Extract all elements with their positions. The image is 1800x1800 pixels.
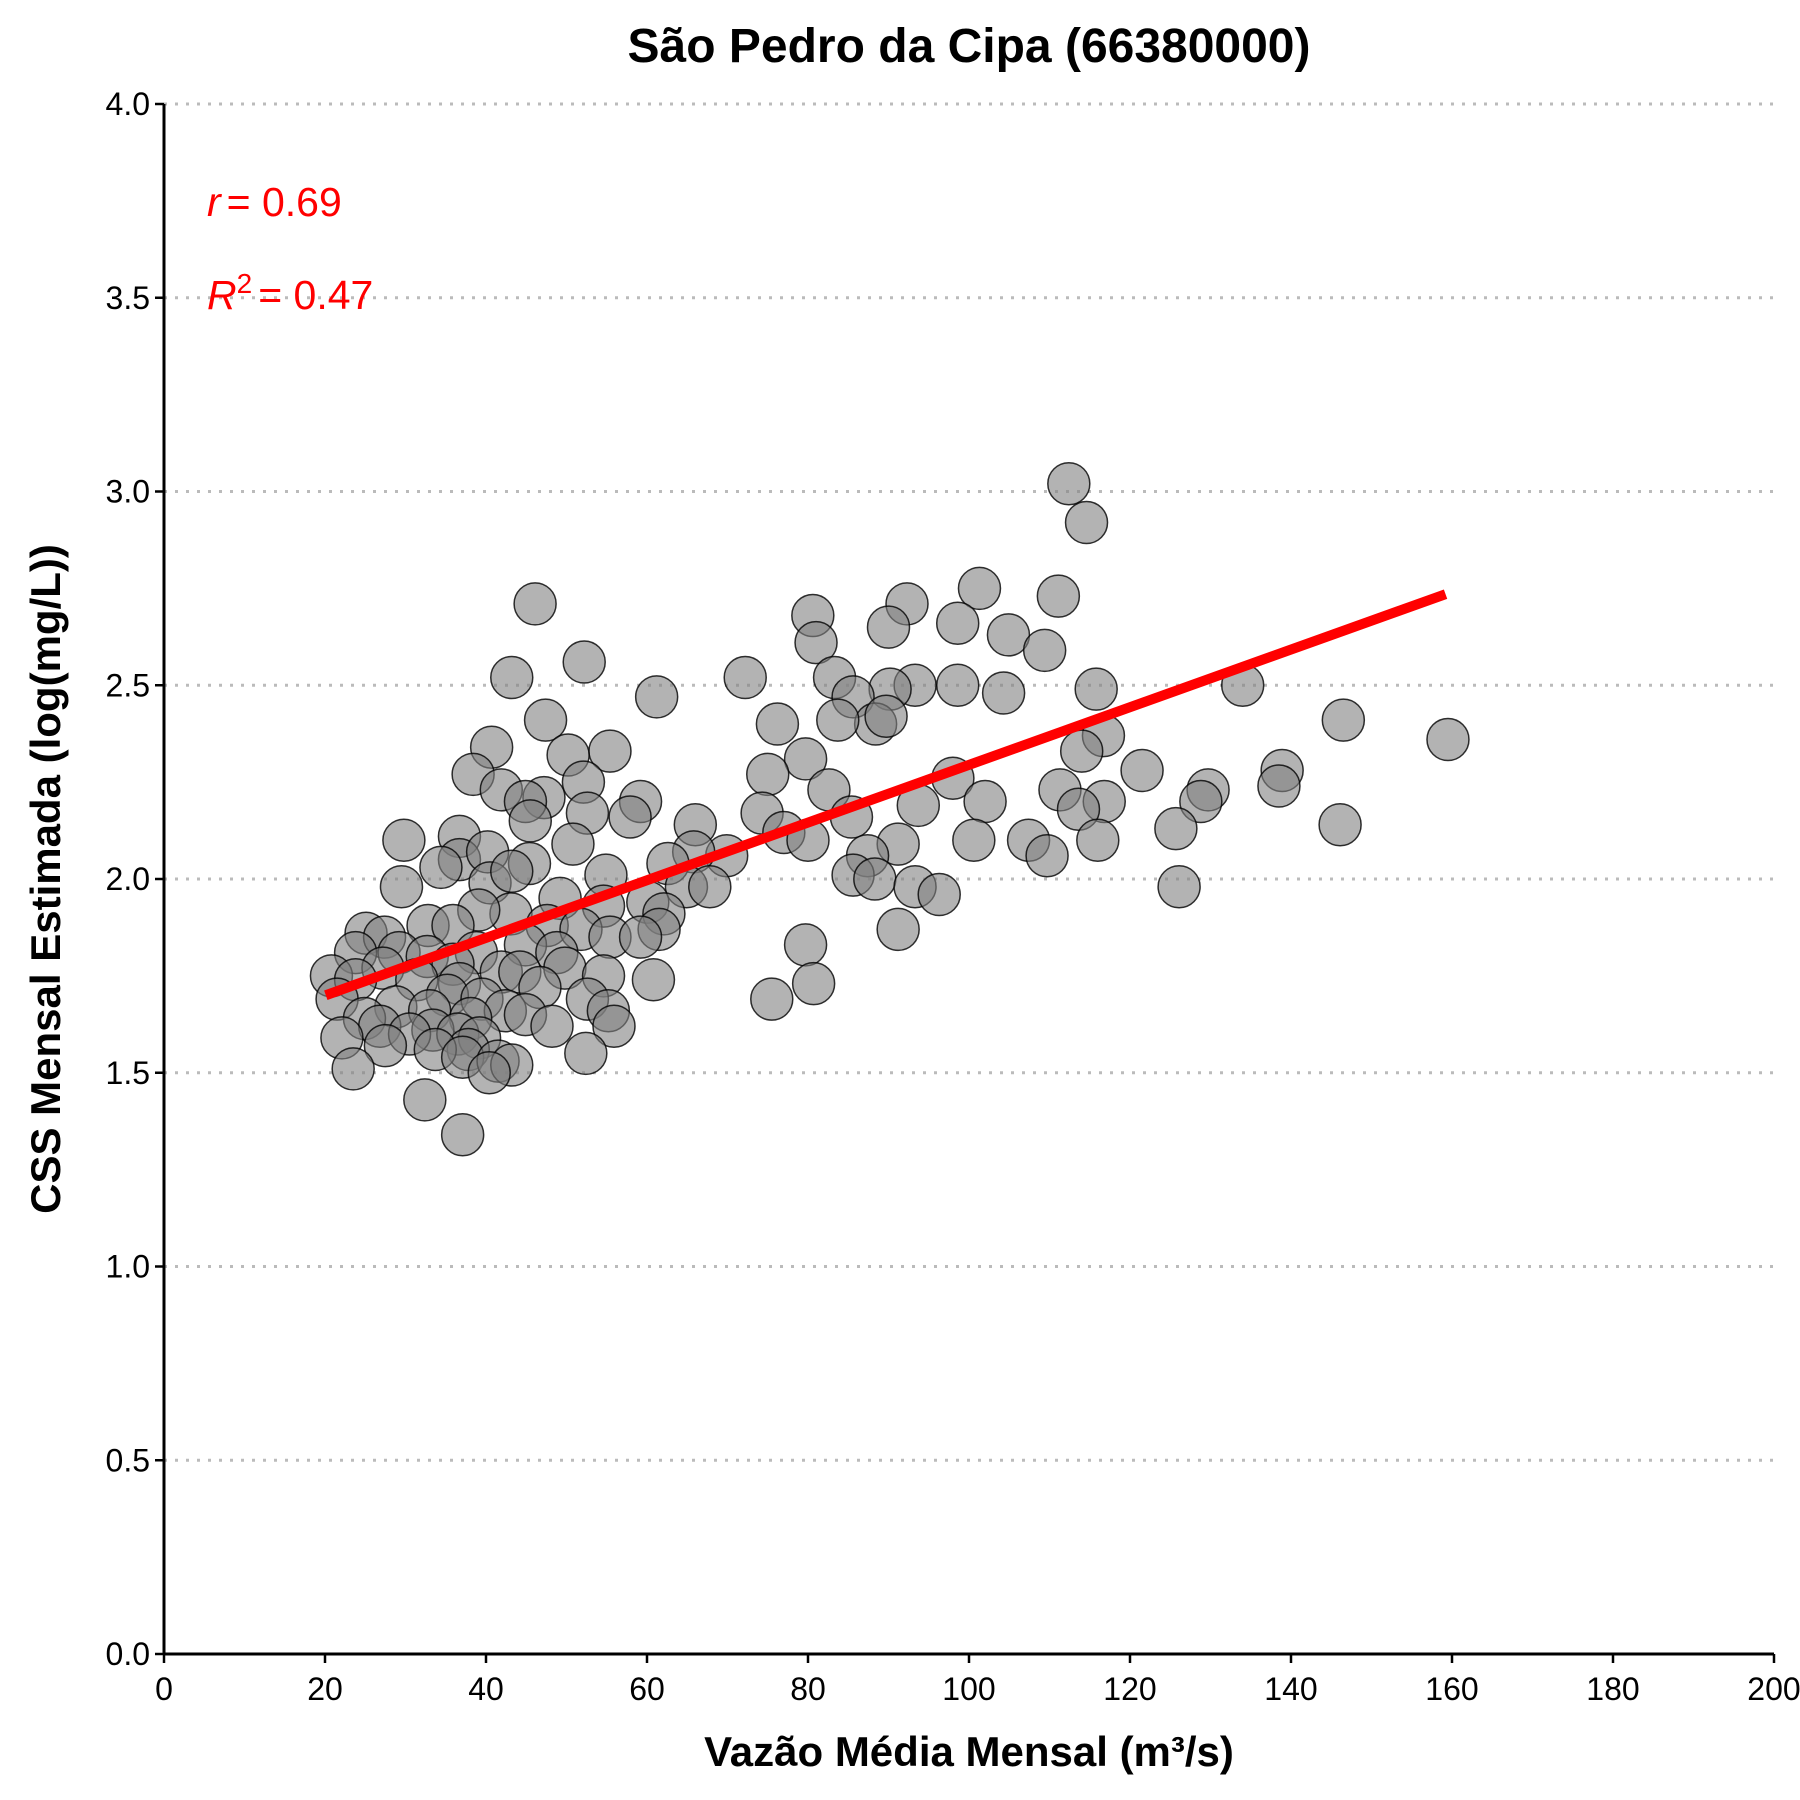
point — [957, 566, 1002, 611]
point — [1074, 667, 1118, 711]
point — [723, 655, 767, 700]
x-tick-label: 180 — [1586, 1671, 1639, 1707]
point — [1025, 834, 1069, 878]
point — [363, 1023, 408, 1068]
point — [523, 698, 568, 742]
point — [382, 818, 426, 862]
point — [1036, 574, 1081, 618]
point — [1257, 764, 1301, 808]
point — [1064, 500, 1109, 545]
point — [783, 737, 828, 781]
point — [876, 907, 920, 952]
point — [467, 1051, 511, 1095]
point — [981, 671, 1026, 715]
point — [963, 779, 1007, 824]
fit-line — [324, 589, 1448, 1000]
point — [866, 605, 911, 649]
point — [562, 640, 606, 684]
point — [746, 752, 790, 797]
y-tick-label: 0.5 — [106, 1442, 150, 1478]
y-tick-label: 4.0 — [106, 86, 150, 122]
y-tick-label: 1.5 — [106, 1055, 150, 1091]
y-axis-label: CSS Mensal Estimada (log(mg/L)) — [22, 544, 69, 1214]
point — [1056, 787, 1101, 831]
point — [490, 849, 534, 893]
point — [952, 818, 996, 862]
point — [631, 958, 676, 1002]
x-tick-label: 40 — [468, 1671, 504, 1707]
y-tick-label: 2.0 — [106, 861, 150, 897]
annotation: r = 0.69 — [207, 179, 342, 225]
point — [853, 857, 897, 901]
y-tick-label: 3.0 — [106, 474, 150, 510]
y-tick-label: 3.5 — [106, 280, 150, 316]
point — [783, 923, 828, 967]
point — [592, 1004, 636, 1048]
x-tick-label: 20 — [307, 1671, 343, 1707]
point — [1076, 818, 1120, 862]
annotation-symbol: R — [207, 272, 237, 318]
point — [634, 675, 679, 719]
point — [864, 694, 908, 738]
point — [791, 961, 836, 1006]
x-tick-label: 80 — [790, 1671, 826, 1707]
point — [688, 865, 732, 909]
point — [530, 1004, 574, 1048]
point — [1179, 779, 1223, 824]
point — [917, 872, 961, 917]
point — [755, 702, 800, 746]
point — [750, 977, 794, 1021]
x-tick-label: 100 — [942, 1671, 995, 1707]
point — [419, 845, 463, 890]
point — [935, 663, 980, 707]
annotation: R2 = 0.47 — [207, 268, 373, 318]
point — [1318, 803, 1362, 847]
annotation-superscript: 2 — [237, 268, 253, 299]
point — [618, 915, 663, 959]
y-tick-label: 1.0 — [106, 1249, 150, 1285]
point — [1120, 748, 1164, 793]
point — [608, 795, 652, 839]
point — [1321, 698, 1366, 742]
y-tick-label: 2.5 — [106, 667, 150, 703]
point — [816, 698, 860, 742]
x-tick-label: 200 — [1747, 1671, 1800, 1707]
x-tick-label: 140 — [1264, 1671, 1317, 1707]
point — [1426, 717, 1470, 762]
point — [513, 582, 557, 626]
x-axis-label: Vazão Média Mensal (m³/s) — [704, 1728, 1234, 1775]
point — [331, 1047, 375, 1091]
point — [403, 1078, 447, 1122]
point — [551, 822, 595, 866]
point — [379, 865, 424, 909]
annotation-text: = 0.47 — [258, 272, 373, 318]
annotation-symbol: r — [207, 179, 223, 225]
y-tick-label: 0.0 — [106, 1636, 150, 1672]
point — [564, 1031, 608, 1076]
chart-title: São Pedro da Cipa (66380000) — [628, 20, 1311, 73]
x-tick-label: 0 — [155, 1671, 173, 1707]
x-tick-label: 120 — [1103, 1671, 1156, 1707]
point — [1059, 729, 1104, 773]
point — [490, 655, 534, 700]
x-tick-label: 60 — [629, 1671, 665, 1707]
point — [508, 799, 553, 843]
annotation-text: = 0.69 — [227, 179, 342, 225]
point — [440, 1113, 485, 1157]
point — [1047, 462, 1091, 506]
point — [935, 601, 980, 645]
point — [794, 620, 838, 665]
x-tick-label: 160 — [1425, 1671, 1478, 1707]
point — [1154, 806, 1198, 851]
point — [1157, 865, 1201, 909]
point — [1022, 628, 1067, 673]
